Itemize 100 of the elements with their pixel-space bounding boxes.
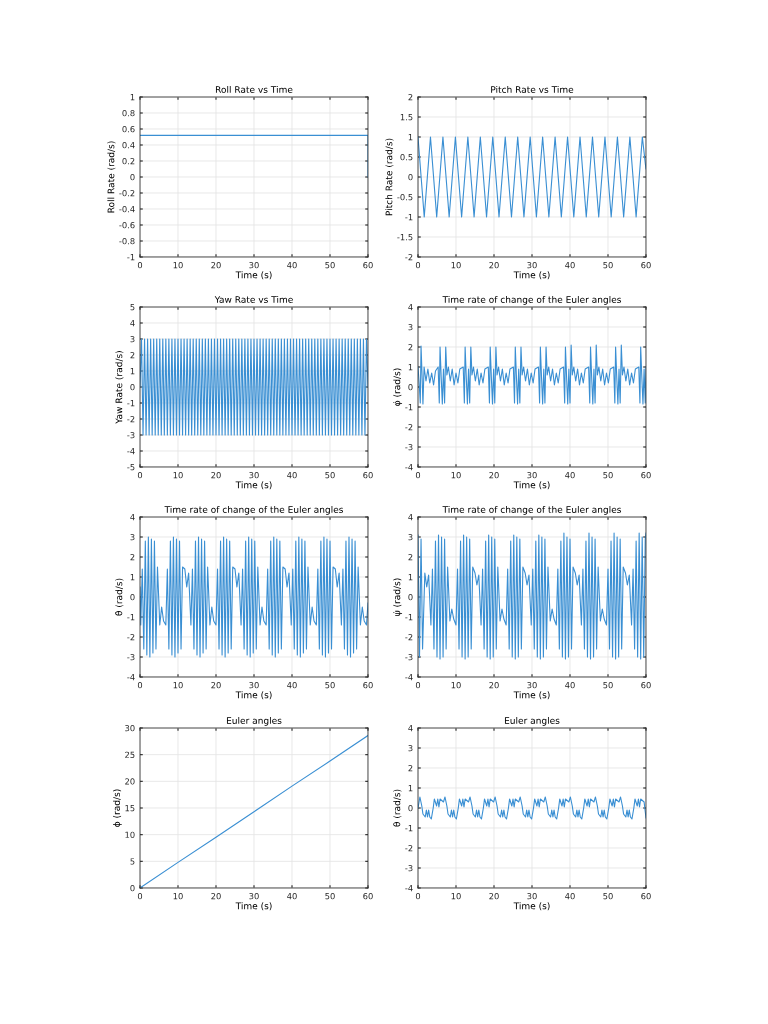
x-tick-label: 30: [249, 893, 259, 900]
x-tick-label: 30: [527, 893, 537, 900]
x-tick-label: 10: [451, 472, 461, 479]
y-tick-label: 5: [130, 304, 135, 311]
x-tick-label: 0: [415, 893, 421, 900]
x-tick-label: 20: [211, 682, 221, 689]
y-tick-label: -2: [405, 844, 413, 852]
x-axis-title: Time (s): [235, 271, 272, 280]
y-tick-label: 2: [408, 93, 413, 101]
x-axis-title: Time (s): [513, 691, 550, 700]
y-tick-label: -3: [127, 431, 135, 439]
y-tick-label: 15: [125, 805, 135, 812]
x-tick-label: 10: [173, 893, 183, 900]
x-tick-label: 20: [211, 893, 221, 900]
y-axis-title: ψ̇ (rad/s): [393, 578, 403, 616]
chart-title: Euler angles: [504, 716, 560, 726]
y-tick-label: 1: [130, 368, 135, 375]
x-tick-label: 50: [325, 893, 335, 900]
y-tick-label: 0: [130, 593, 135, 601]
y-tick-label: 4: [408, 304, 413, 311]
chart-title: Pitch Rate vs Time: [491, 85, 574, 93]
x-tick-label: 50: [603, 262, 613, 269]
y-axis-title: θ̇ (rad/s): [115, 578, 124, 616]
y-tick-label: -2: [127, 633, 135, 641]
y-tick-label: 0: [130, 383, 135, 391]
y-axis-title: Roll Rate (rad/s): [107, 141, 116, 213]
x-tick-label: 60: [363, 262, 373, 269]
y-tick-label: 20: [125, 778, 135, 785]
x-axis-title: Time (s): [235, 481, 272, 490]
y-tick-label: -4: [405, 885, 413, 892]
y-tick-label: 3: [408, 744, 413, 752]
y-tick-label: -1: [405, 214, 413, 221]
y-tick-label: 10: [125, 831, 135, 838]
y-tick-label: -0.8: [119, 237, 135, 245]
y-tick-label: -2: [405, 633, 413, 641]
y-tick-label: 0: [408, 383, 413, 391]
y-tick-label: -0.6: [119, 221, 135, 229]
x-tick-label: 30: [527, 682, 537, 689]
x-tick-label: 50: [603, 472, 613, 479]
x-tick-label: 40: [287, 262, 297, 269]
x-tick-label: 30: [249, 472, 259, 479]
x-axis-title: Time (s): [513, 481, 550, 490]
x-axis-title: Time (s): [513, 271, 550, 280]
chart-title: Time rate of change of the Euler angles: [442, 295, 622, 305]
y-tick-label: 0.4: [122, 141, 135, 149]
x-tick-label: 50: [325, 262, 335, 269]
y-tick-label: 2: [408, 553, 413, 561]
x-axis-title: Time (s): [235, 691, 272, 700]
y-tick-label: -5: [127, 464, 135, 471]
x-tick-label: 40: [287, 682, 297, 689]
x-tick-label: 0: [415, 682, 421, 689]
x-tick-label: 20: [489, 682, 499, 689]
y-tick-label: 0: [408, 173, 413, 181]
line-series: [140, 536, 368, 658]
y-tick-label: -0.2: [119, 189, 135, 197]
x-tick-label: 60: [363, 893, 373, 900]
line-series: [418, 796, 646, 820]
y-tick-label: -1: [405, 404, 413, 411]
x-tick-label: 0: [137, 682, 143, 689]
x-tick-label: 10: [451, 893, 461, 900]
y-tick-label: 3: [408, 533, 413, 541]
y-tick-label: 0.6: [122, 125, 135, 133]
y-tick-label: -4: [405, 674, 413, 681]
x-tick-label: 60: [641, 472, 651, 479]
x-tick-label: 30: [249, 682, 259, 689]
y-tick-label: 1: [130, 94, 135, 101]
y-tick-label: 4: [408, 514, 413, 521]
y-axis-title: Pitch Rate (rad/s): [385, 138, 394, 216]
chart-title: Roll Rate vs Time: [215, 85, 293, 93]
y-axis-title: ϕ (rad/s): [113, 789, 122, 827]
y-tick-label: -4: [127, 674, 135, 681]
x-tick-label: 20: [489, 262, 499, 269]
x-tick-label: 20: [489, 472, 499, 479]
x-tick-label: 60: [641, 893, 651, 900]
y-tick-label: -1: [127, 400, 135, 407]
line-series: [418, 136, 646, 218]
y-tick-label: -3: [405, 653, 413, 661]
y-tick-label: 1: [130, 574, 135, 581]
y-tick-label: 4: [408, 725, 413, 732]
y-tick-label: 3: [130, 335, 135, 343]
y-tick-label: -0.5: [397, 193, 413, 201]
x-tick-label: 30: [527, 262, 537, 269]
y-tick-label: 1: [408, 785, 413, 792]
x-tick-label: 10: [173, 262, 183, 269]
y-tick-label: 30: [125, 724, 135, 732]
chart-title: Time rate of change of the Euler angles: [442, 505, 622, 515]
chart-title: Euler angles: [226, 716, 282, 726]
x-tick-label: 10: [451, 262, 461, 269]
line-series: [418, 344, 646, 405]
x-tick-label: 60: [363, 682, 373, 689]
y-tick-label: 2: [408, 764, 413, 772]
y-tick-label: -2: [405, 253, 413, 261]
y-tick-label: 0.8: [122, 109, 135, 117]
y-tick-label: 0.2: [122, 157, 135, 165]
y-tick-label: 3: [130, 533, 135, 541]
x-tick-label: 20: [489, 893, 499, 900]
y-tick-label: 0.5: [400, 153, 413, 161]
y-tick-label: -4: [405, 464, 413, 471]
x-tick-label: 30: [249, 262, 259, 269]
x-tick-label: 50: [603, 682, 613, 689]
